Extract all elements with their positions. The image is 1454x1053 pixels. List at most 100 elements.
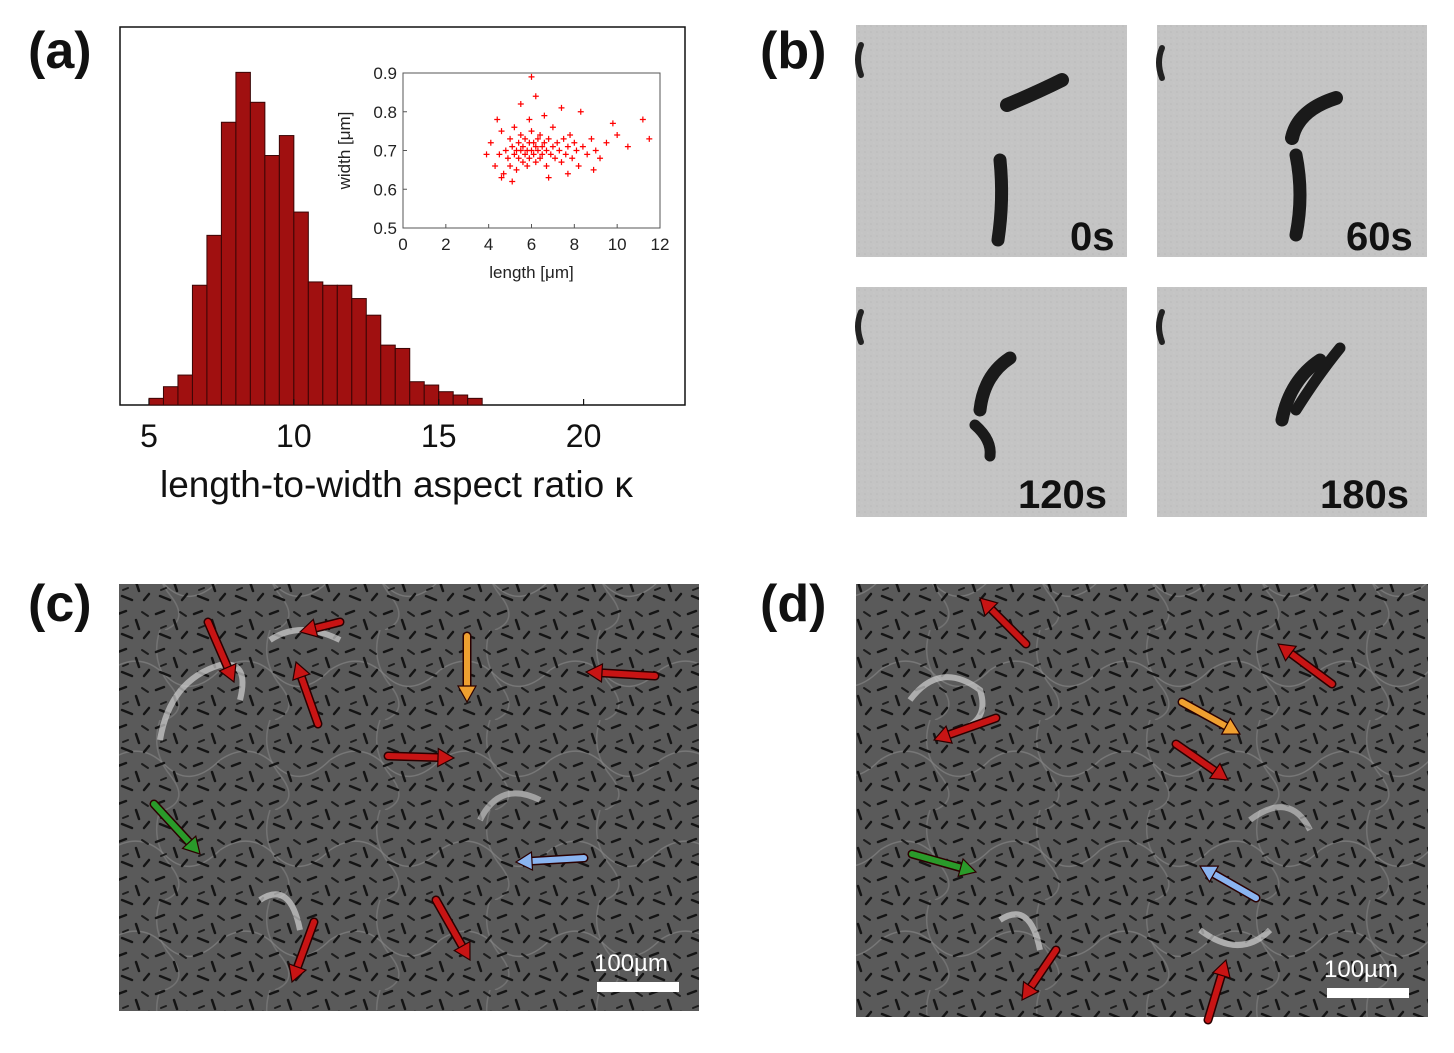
direction-arrow: [932, 713, 1001, 744]
x-tick-label: 10: [276, 418, 312, 454]
scatter-point: [498, 174, 505, 181]
scatter-point: [545, 135, 552, 142]
scatter-point: [532, 93, 539, 100]
microscopy-frame-0s: [855, 25, 1127, 257]
arrow-head: [292, 660, 311, 681]
histogram-bar: [322, 284, 338, 406]
arrow-shaft: [909, 851, 964, 871]
scatter-point: [519, 143, 526, 150]
histogram-bar: [423, 384, 440, 406]
direction-arrow: [1198, 865, 1261, 903]
arrow-shaft: [294, 919, 317, 970]
scatter-point: [530, 151, 537, 158]
histogram-bar: [452, 394, 469, 406]
frame-time-label: 0s: [1070, 215, 1115, 259]
scatter-point: [507, 163, 514, 169]
arrow-shaft: [598, 669, 658, 679]
scalebar-c-label: 100µm: [594, 950, 668, 977]
arrow-head: [437, 747, 456, 768]
arrow-head: [979, 597, 999, 617]
scatter-point: [522, 135, 529, 142]
scatter-point: [496, 151, 503, 158]
scatter-point: [509, 178, 516, 185]
arrow-head: [181, 834, 201, 855]
direction-arrow: [203, 617, 237, 684]
direction-arrow: [584, 662, 660, 683]
scatter-point: [507, 135, 514, 142]
scatter-point: [567, 132, 574, 138]
arrow-shaft: [1179, 699, 1229, 730]
inset-y-axis-label: width [μm]: [335, 112, 354, 191]
scatter-point: [552, 155, 559, 162]
arrow-shaft: [528, 855, 587, 865]
histogram-bar: [351, 298, 367, 406]
direction-arrow: [456, 631, 478, 704]
inset-x-tick-label: 10: [608, 235, 627, 254]
direction-arrow: [1203, 958, 1231, 1025]
scatter-point: [564, 170, 571, 177]
scatter-point: [588, 135, 595, 142]
arrow-head: [298, 618, 319, 638]
histogram-bar: [148, 397, 164, 406]
arrow-shaft: [151, 801, 193, 846]
x-tick-label: 20: [566, 418, 602, 454]
panel-a-label: (a): [28, 22, 92, 80]
scatter-point: [526, 116, 533, 123]
histogram-bar: [264, 155, 280, 406]
microscopy-frame-60s: [1156, 25, 1427, 257]
scatter-point: [569, 155, 576, 162]
scatter-point: [624, 143, 631, 150]
scatter-point: [571, 139, 578, 146]
arrow-head: [514, 851, 534, 872]
scatter-point: [534, 147, 541, 154]
arrow-head: [1277, 643, 1298, 662]
scatter-point: [513, 166, 520, 173]
scatter-point: [494, 116, 501, 123]
inset-x-axis-label: length [μm]: [489, 263, 573, 282]
scatter-point: [556, 147, 563, 154]
scatter-point: [639, 116, 646, 123]
histogram-bar: [394, 347, 411, 406]
arrow-head: [1211, 958, 1231, 979]
arrow-head: [932, 725, 953, 744]
inset-x-tick-label: 12: [651, 235, 670, 254]
histogram-bar: [293, 211, 309, 406]
panel-b-label: (b): [760, 22, 827, 80]
arrow-shaft: [205, 619, 231, 671]
histogram-bar: [380, 344, 396, 406]
scatter-point: [534, 135, 541, 142]
panel-d-label: (d): [760, 575, 827, 633]
scatter-point: [549, 143, 556, 150]
scatter-point: [543, 147, 550, 154]
inset-y-tick-label: 0.8: [373, 103, 397, 122]
scatter-point: [554, 139, 561, 146]
scatter-point: [558, 104, 565, 111]
scatter-point: [590, 166, 597, 173]
arrow-shaft: [1287, 650, 1335, 687]
scatter-point: [549, 124, 556, 131]
arrow-shaft: [1205, 972, 1225, 1023]
histogram-bar: [467, 397, 483, 406]
scatter-point: [577, 108, 584, 115]
scatter-point: [603, 139, 610, 146]
scatter-point: [543, 163, 550, 169]
scatter-point: [498, 128, 505, 135]
scatter-point: [502, 147, 509, 154]
histogram-bar: [220, 121, 237, 406]
frame-time-label: 180s: [1320, 473, 1409, 517]
inset-x-tick-label: 4: [484, 235, 493, 254]
direction-arrows: [149, 597, 1337, 1025]
direction-arrow: [383, 747, 456, 768]
scatter-point: [492, 163, 499, 169]
scatter-point: [579, 143, 586, 150]
scatter-point: [504, 155, 511, 162]
direction-arrow: [288, 917, 319, 984]
arrow-head: [456, 685, 478, 704]
microscopy-frame-120s: [855, 287, 1127, 517]
arrow-head: [288, 962, 308, 984]
direction-arrow: [514, 851, 589, 872]
scatter-point: [528, 147, 535, 154]
inset-y-tick-label: 0.6: [373, 180, 397, 199]
arrow-head: [453, 940, 471, 962]
inset-x-tick-label: 0: [398, 235, 407, 254]
